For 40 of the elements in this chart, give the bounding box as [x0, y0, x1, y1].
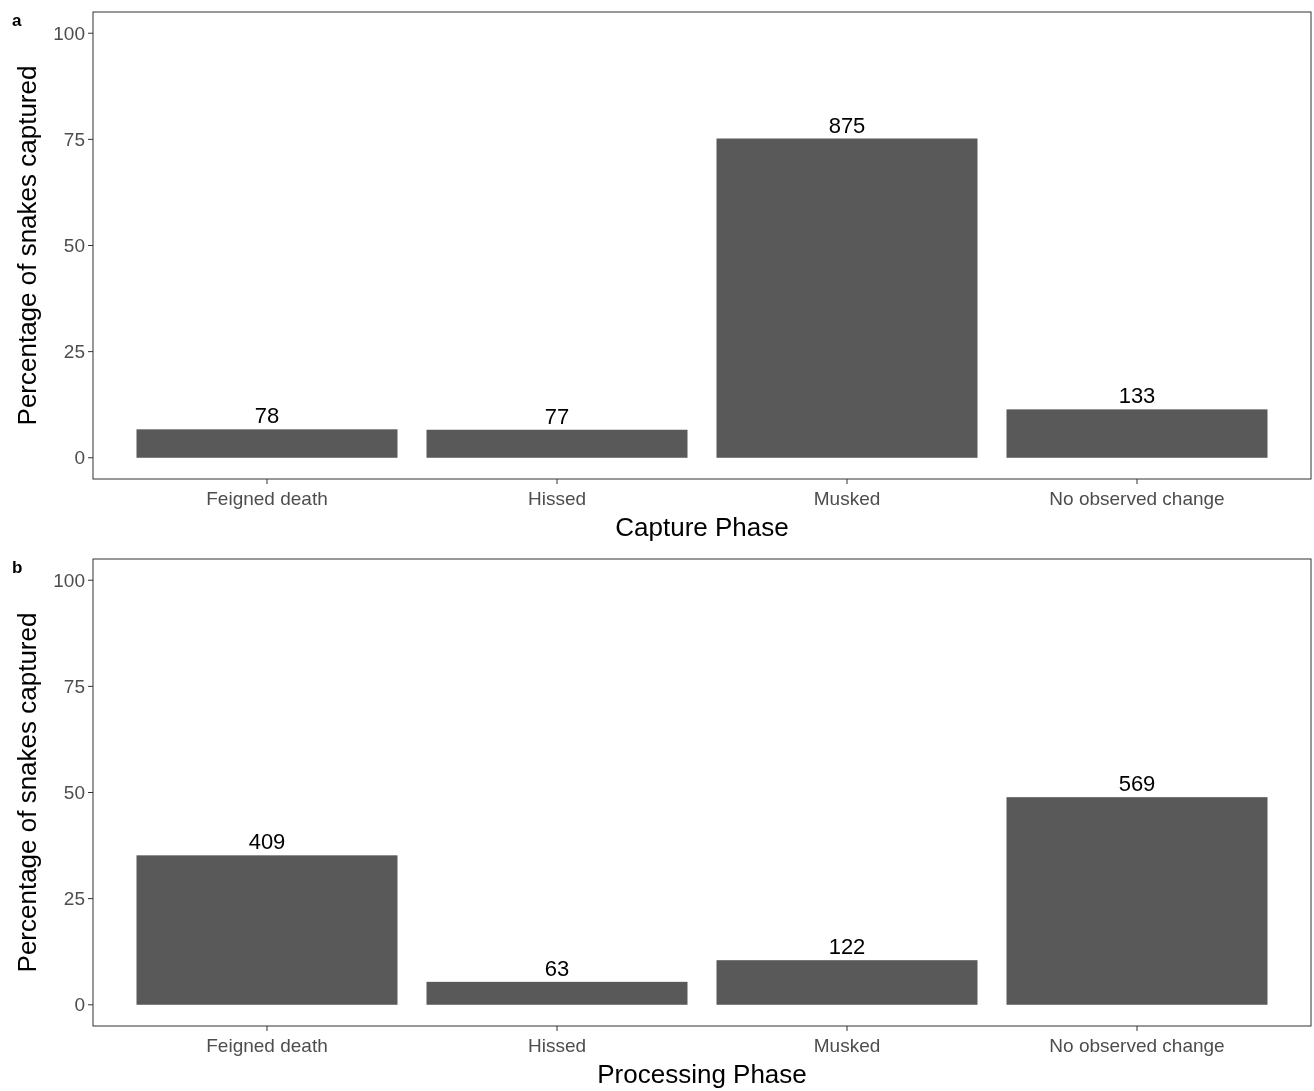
x-tick-label: Hissed [527, 1035, 587, 1056]
y-tick-label: 100 [53, 22, 85, 44]
y-tick-label: 50 [63, 235, 85, 257]
x-tick-label: No observed change [1049, 1035, 1225, 1056]
y-tick-label: 25 [63, 341, 85, 363]
x-axis-title: Capture Phase [615, 512, 789, 542]
annotation: 63 [544, 955, 570, 981]
chart-title: a [12, 11, 22, 30]
y-tick-label: 0 [74, 447, 85, 469]
x-tick-label: Feigned death [206, 488, 328, 509]
y-tick-label: 0 [74, 994, 85, 1016]
bar [136, 429, 398, 458]
x-tick-label: Musked [813, 1035, 881, 1056]
annotation: 77 [544, 403, 570, 429]
annotation: 875 [828, 112, 866, 138]
y-tick-label: 25 [63, 888, 85, 910]
bar [716, 960, 978, 1005]
annotation: 78 [254, 403, 280, 429]
x-axis-title: Processing Phase [597, 1059, 807, 1089]
y-axis-title: Percentage of snakes captured [12, 612, 42, 973]
x-tick-label: Feigned death [206, 1035, 328, 1056]
bar [426, 981, 688, 1005]
annotation: 122 [828, 934, 866, 960]
x-tick-label: Musked [813, 488, 881, 509]
bar [136, 855, 398, 1005]
bar [716, 138, 978, 458]
x-tick-label: No observed change [1049, 488, 1225, 509]
bar [1006, 797, 1268, 1005]
y-tick-label: 50 [63, 782, 85, 804]
annotation: 409 [248, 829, 286, 855]
y-tick-label: 75 [63, 676, 85, 698]
y-tick-label: 100 [53, 569, 85, 591]
bar [1006, 409, 1268, 458]
y-tick-label: 75 [63, 129, 85, 151]
chart-title: b [12, 558, 23, 577]
annotation: 569 [1118, 771, 1156, 797]
x-tick-label: Hissed [527, 488, 587, 509]
y-axis-title: Percentage of snakes captured [12, 65, 42, 426]
annotation: 133 [1118, 383, 1156, 409]
bar [426, 429, 688, 458]
